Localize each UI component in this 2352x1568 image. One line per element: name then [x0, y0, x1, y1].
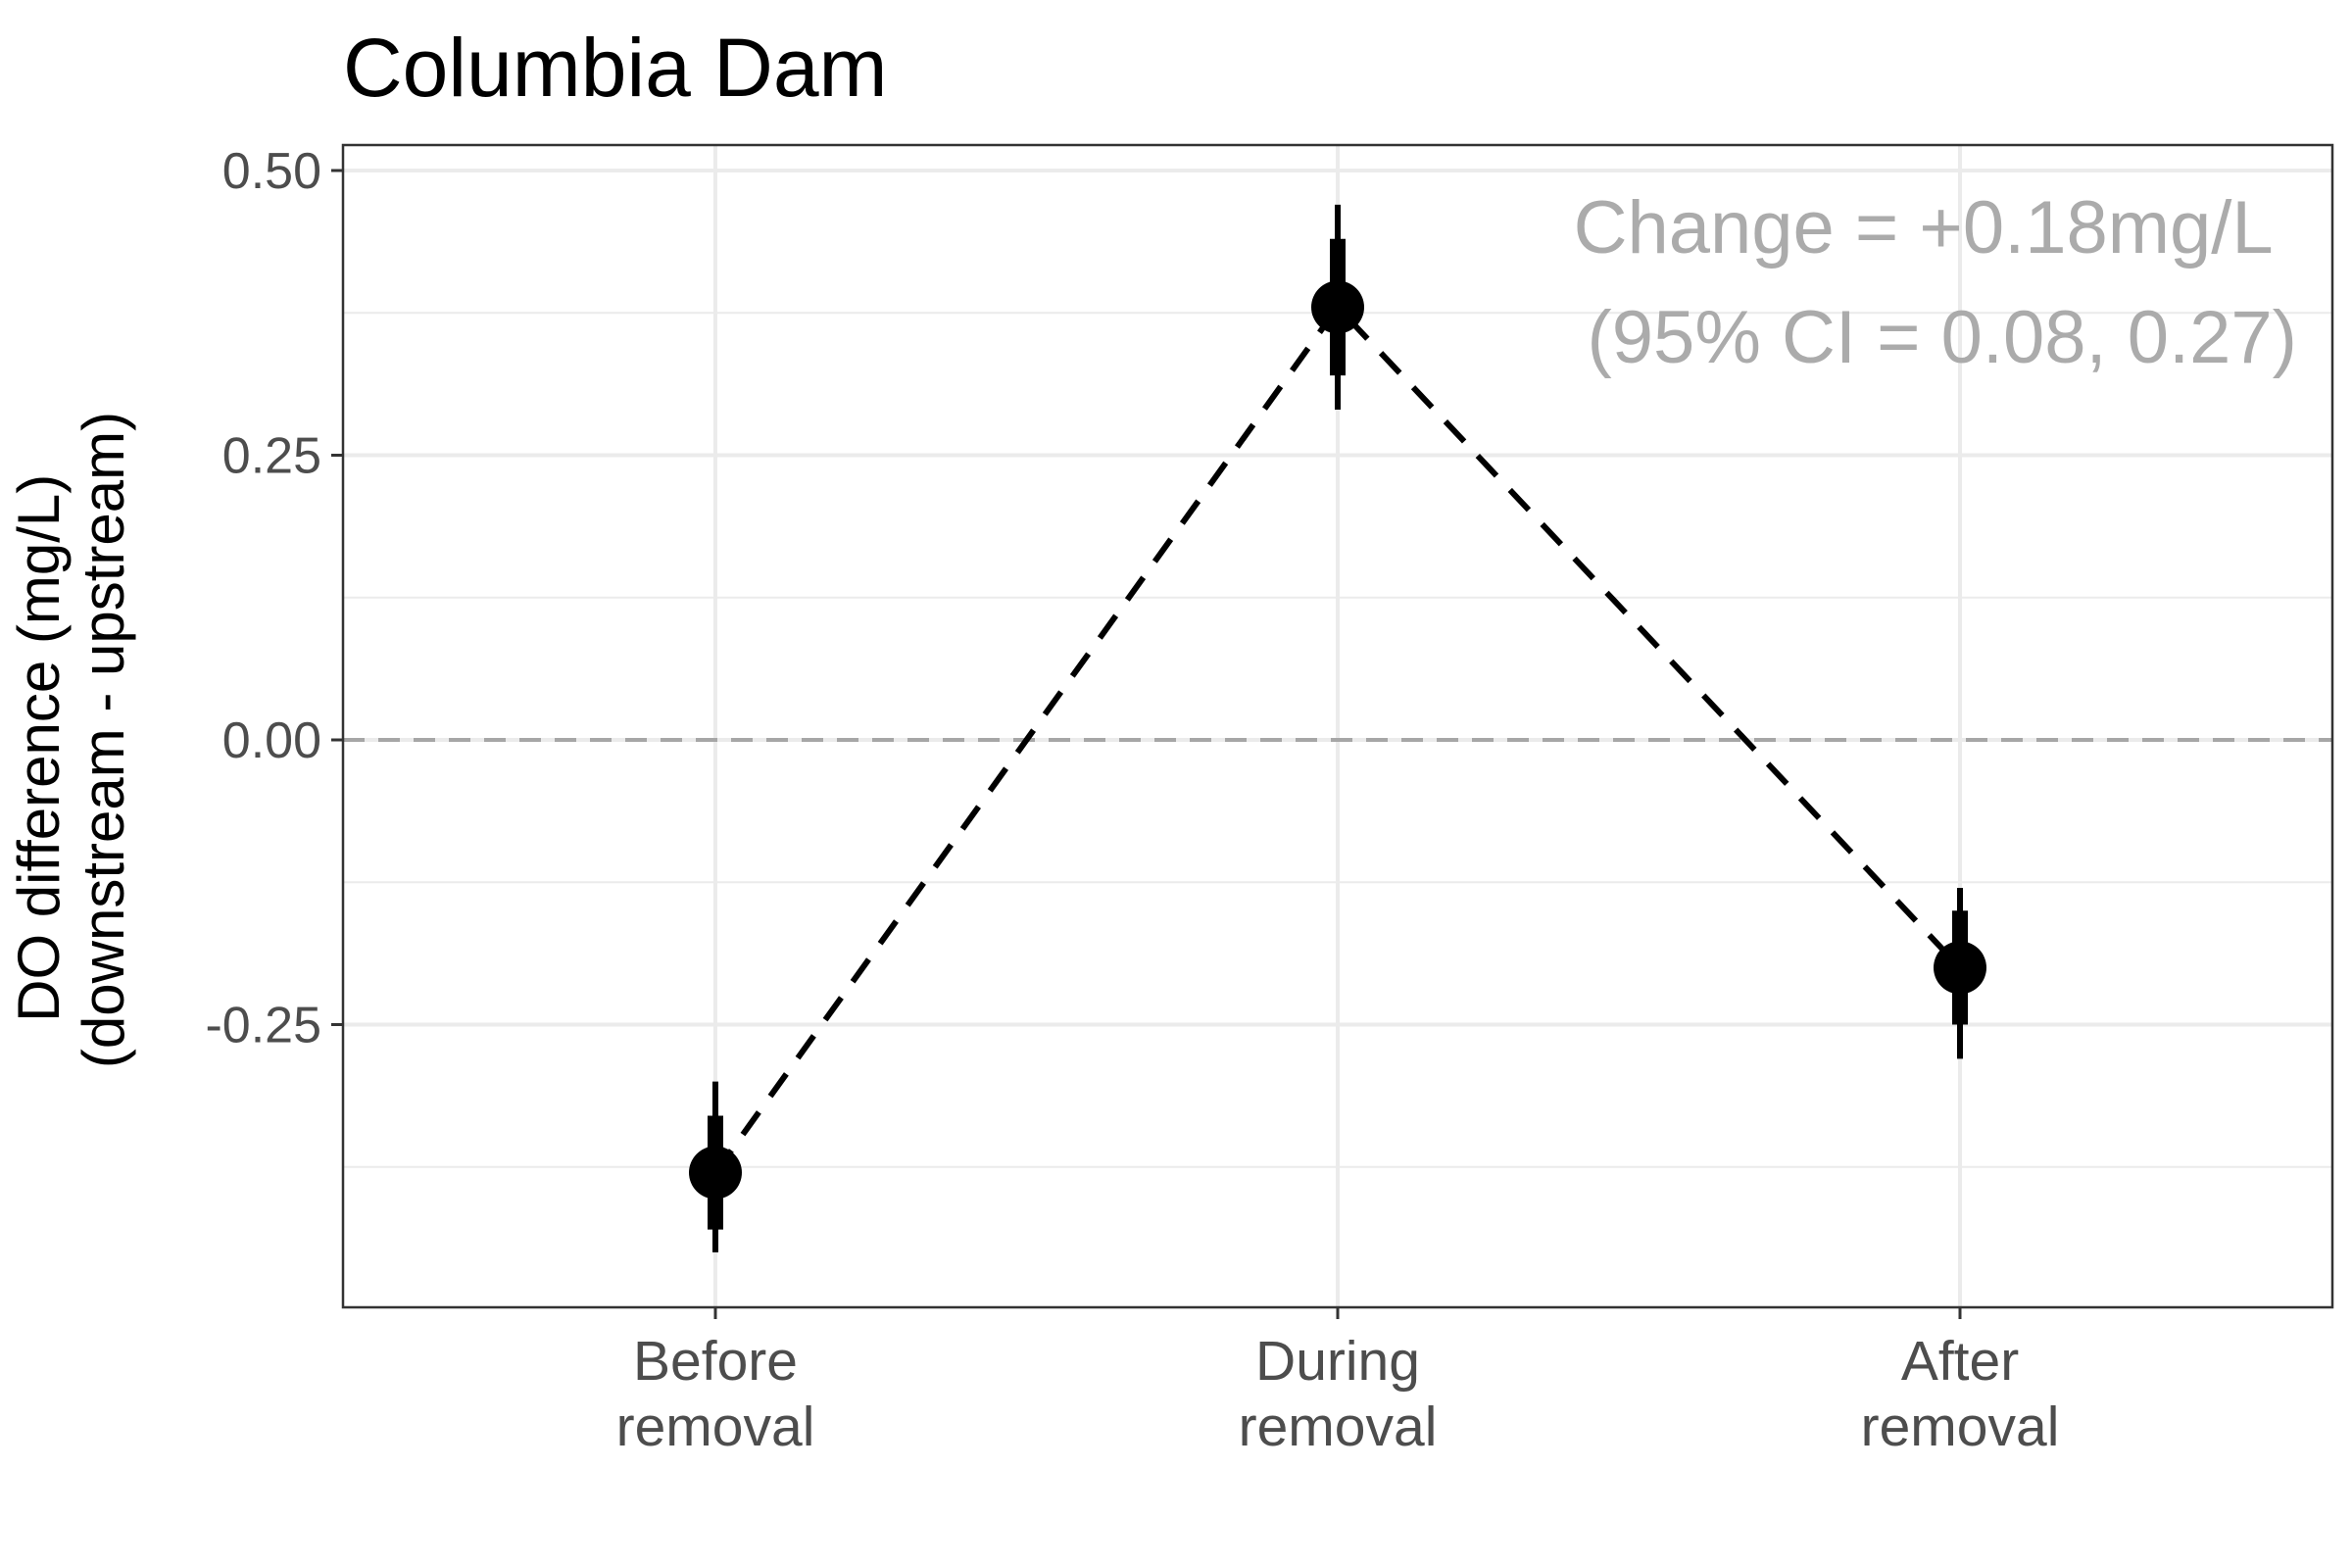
data-point-2 — [1934, 941, 1986, 995]
x-tick-label-1-line-0: During — [1255, 1330, 1420, 1393]
x-tick-label-2-line-0: After — [1901, 1330, 2019, 1393]
x-tick-label-0-line-1: removal — [616, 1396, 815, 1458]
y-tick-label-2: 0.00 — [222, 712, 321, 769]
x-tick-label-1-line-1: removal — [1239, 1396, 1438, 1458]
y-axis: 0.50 0.25 0.00 -0.25 — [205, 143, 343, 1054]
y-axis-label-line-2: (downstream - upstream) — [71, 412, 136, 1068]
chart-title: Columbia Dam — [343, 22, 888, 114]
change-annotation: Change = +0.18mg/L (95% CI = 0.08, 0.27) — [1574, 186, 2297, 379]
point-ranges — [689, 204, 1986, 1252]
x-tick-label-2-line-1: removal — [1861, 1396, 2060, 1458]
y-axis-label-line-1: DO difference (mg/L) — [6, 474, 72, 1022]
x-tick-label-0: Before removal — [616, 1330, 815, 1458]
y-tick-label-3: -0.25 — [205, 998, 321, 1054]
change-annotation-line-1: Change = +0.18mg/L — [1574, 186, 2272, 270]
data-point-0 — [689, 1146, 742, 1200]
y-axis-label: DO difference (mg/L) (downstream - upstr… — [6, 412, 136, 1068]
y-tick-label-0: 0.50 — [222, 143, 321, 200]
x-tick-label-1: During removal — [1239, 1330, 1438, 1458]
y-tick-label-1: 0.25 — [222, 428, 321, 485]
connecting-line — [712, 302, 1963, 1175]
x-tick-label-0-line-0: Before — [633, 1330, 798, 1393]
x-tick-label-2: After removal — [1861, 1330, 2060, 1458]
change-annotation-line-2: (95% CI = 0.08, 0.27) — [1587, 296, 2297, 379]
data-point-1 — [1311, 280, 1364, 334]
